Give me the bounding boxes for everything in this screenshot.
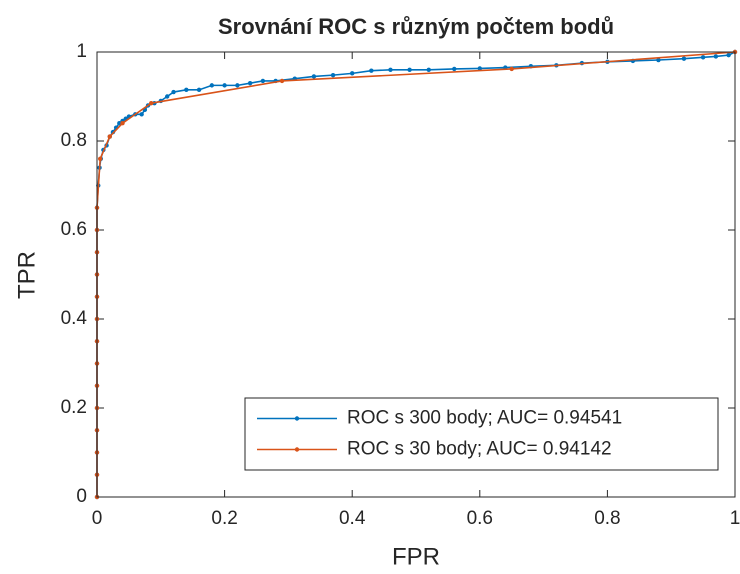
legend-marker [294, 416, 300, 421]
point [388, 67, 393, 73]
legend-label: ROC s 30 body; AUC= 0.94142 [347, 439, 612, 460]
legend: ROC s 300 body; AUC= 0.94541 ROC s 30 bod… [244, 397, 719, 471]
point [149, 100, 154, 106]
point [171, 89, 176, 95]
point [196, 87, 202, 93]
x-tick-label: 0 [92, 508, 103, 529]
y-tick-label: 0.8 [61, 130, 87, 151]
y-tick-label: 0.6 [61, 219, 87, 240]
point [247, 80, 253, 86]
point [235, 83, 240, 88]
x-tick-label: 0.4 [339, 508, 366, 529]
point [452, 66, 457, 72]
x-tick-label: 0.8 [594, 508, 620, 529]
point [681, 56, 687, 61]
legend-label: ROC s 300 body; AUC= 0.94541 [347, 408, 622, 429]
point [222, 83, 227, 88]
point [97, 156, 103, 161]
point [184, 87, 189, 93]
point [407, 67, 412, 73]
point [700, 55, 706, 60]
point [350, 71, 355, 76]
point [477, 66, 482, 71]
point [713, 54, 719, 59]
point [509, 66, 514, 72]
point [369, 68, 374, 73]
chart-title: Srovnání ROC s různým počtem bodů [218, 14, 614, 39]
x-tick-label: 1 [730, 508, 740, 529]
point [726, 52, 731, 58]
y-tick-label: 1 [76, 41, 87, 62]
x-axis-label: FPR [392, 543, 440, 570]
plot-frame [96, 51, 736, 498]
point [120, 121, 125, 126]
point [426, 67, 431, 73]
point [107, 134, 112, 139]
point [279, 78, 285, 84]
y-tick-label: 0 [76, 486, 87, 507]
point [139, 112, 144, 117]
y-tick-label: 0.4 [61, 308, 88, 329]
point [311, 74, 317, 79]
point [656, 57, 661, 63]
y-tick-label: 0.2 [61, 397, 87, 418]
point [330, 72, 336, 78]
x-tick-label: 0.2 [211, 508, 237, 529]
legend-marker [294, 447, 300, 452]
x-tick-label: 0.6 [467, 508, 493, 529]
y-axis-label: TPR [13, 251, 40, 299]
point [209, 83, 215, 88]
point [260, 78, 266, 84]
point [164, 94, 170, 99]
legend-box [244, 397, 719, 471]
